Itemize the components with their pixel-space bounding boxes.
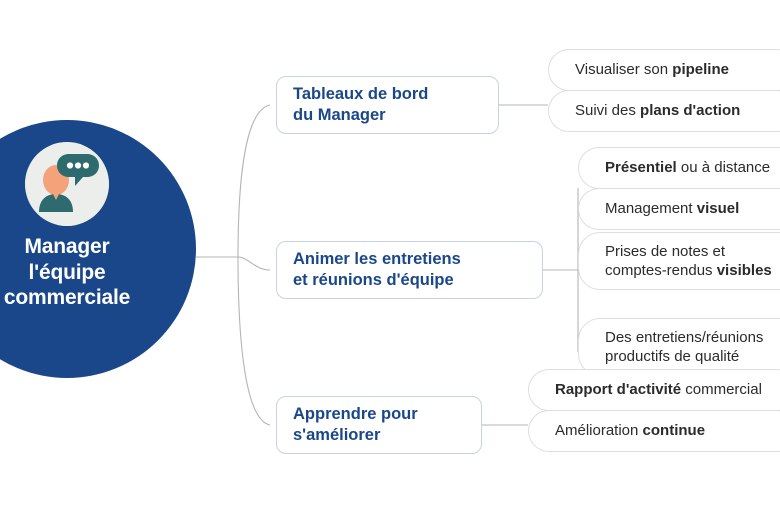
root-node[interactable]: Manager l'équipe commerciale — [0, 120, 196, 378]
leaf-node-prises-de-notes[interactable]: Prises de notes et comptes-rendus visibl… — [578, 232, 780, 290]
branch-label-line-1: Tableaux de bord — [293, 84, 429, 103]
leaf-label-rapport-activite: Rapport d'activité commercial — [555, 381, 762, 399]
leaf-node-amelioration-continue[interactable]: Amélioration continue — [528, 410, 780, 452]
root-title: Manager l'équipe commerciale — [0, 234, 175, 311]
leaf-node-management-visuel[interactable]: Management visuel — [578, 188, 780, 230]
branch-node-tableaux-de-bord[interactable]: Tableaux de bord du Manager — [276, 76, 499, 134]
leaf-label-suivi-plans-action: Suivi des plans d'action — [575, 102, 741, 120]
branch-label-line-2: s'améliorer — [293, 426, 381, 444]
branch-label-apprendre-ameliorer: Apprendre pour s'améliorer — [293, 404, 418, 447]
leaf-label-management-visuel: Management visuel — [605, 200, 740, 218]
branch-label-line-2: et réunions d'équipe — [293, 271, 454, 289]
leaf-node-entretiens-productifs[interactable]: Des entretiens/réunions productifs de qu… — [578, 318, 780, 376]
leaf-node-rapport-activite[interactable]: Rapport d'activité commercial — [528, 369, 780, 411]
branch-label-line-2: du Manager — [293, 106, 386, 124]
leaf-node-presentiel-distance[interactable]: Présentiel ou à distance — [578, 147, 780, 189]
root-title-line-2: l'équipe — [28, 260, 106, 284]
root-title-line-1: Manager — [24, 235, 110, 258]
leaf-label-prises-de-notes: Prises de notes et comptes-rendus visibl… — [605, 242, 772, 280]
branch-label-tableaux-de-bord: Tableaux de bord du Manager — [293, 84, 428, 127]
leaf-label-visualiser-pipeline: Visualiser son pipeline — [575, 61, 729, 79]
branch-label-line-1: Animer les entretiens — [293, 249, 461, 268]
leaf-node-visualiser-pipeline[interactable]: Visualiser son pipeline — [548, 49, 780, 91]
branch-label-line-1: Apprendre pour — [293, 404, 418, 423]
manager-conversation-icon — [25, 142, 109, 226]
branch-node-animer-entretiens[interactable]: Animer les entretiens et réunions d'équi… — [276, 241, 543, 299]
root-title-line-3: commerciale — [3, 286, 131, 310]
branch-node-apprendre-ameliorer[interactable]: Apprendre pour s'améliorer — [276, 396, 482, 454]
leaf-label-presentiel-distance: Présentiel ou à distance — [605, 159, 771, 177]
leaf-label-entretiens-productifs: Des entretiens/réunions productifs de qu… — [605, 328, 764, 366]
leaf-node-suivi-plans-action[interactable]: Suivi des plans d'action — [548, 90, 780, 132]
leaf-label-amelioration-continue: Amélioration continue — [555, 422, 706, 440]
branch-label-animer-entretiens: Animer les entretiens et réunions d'équi… — [293, 249, 461, 292]
